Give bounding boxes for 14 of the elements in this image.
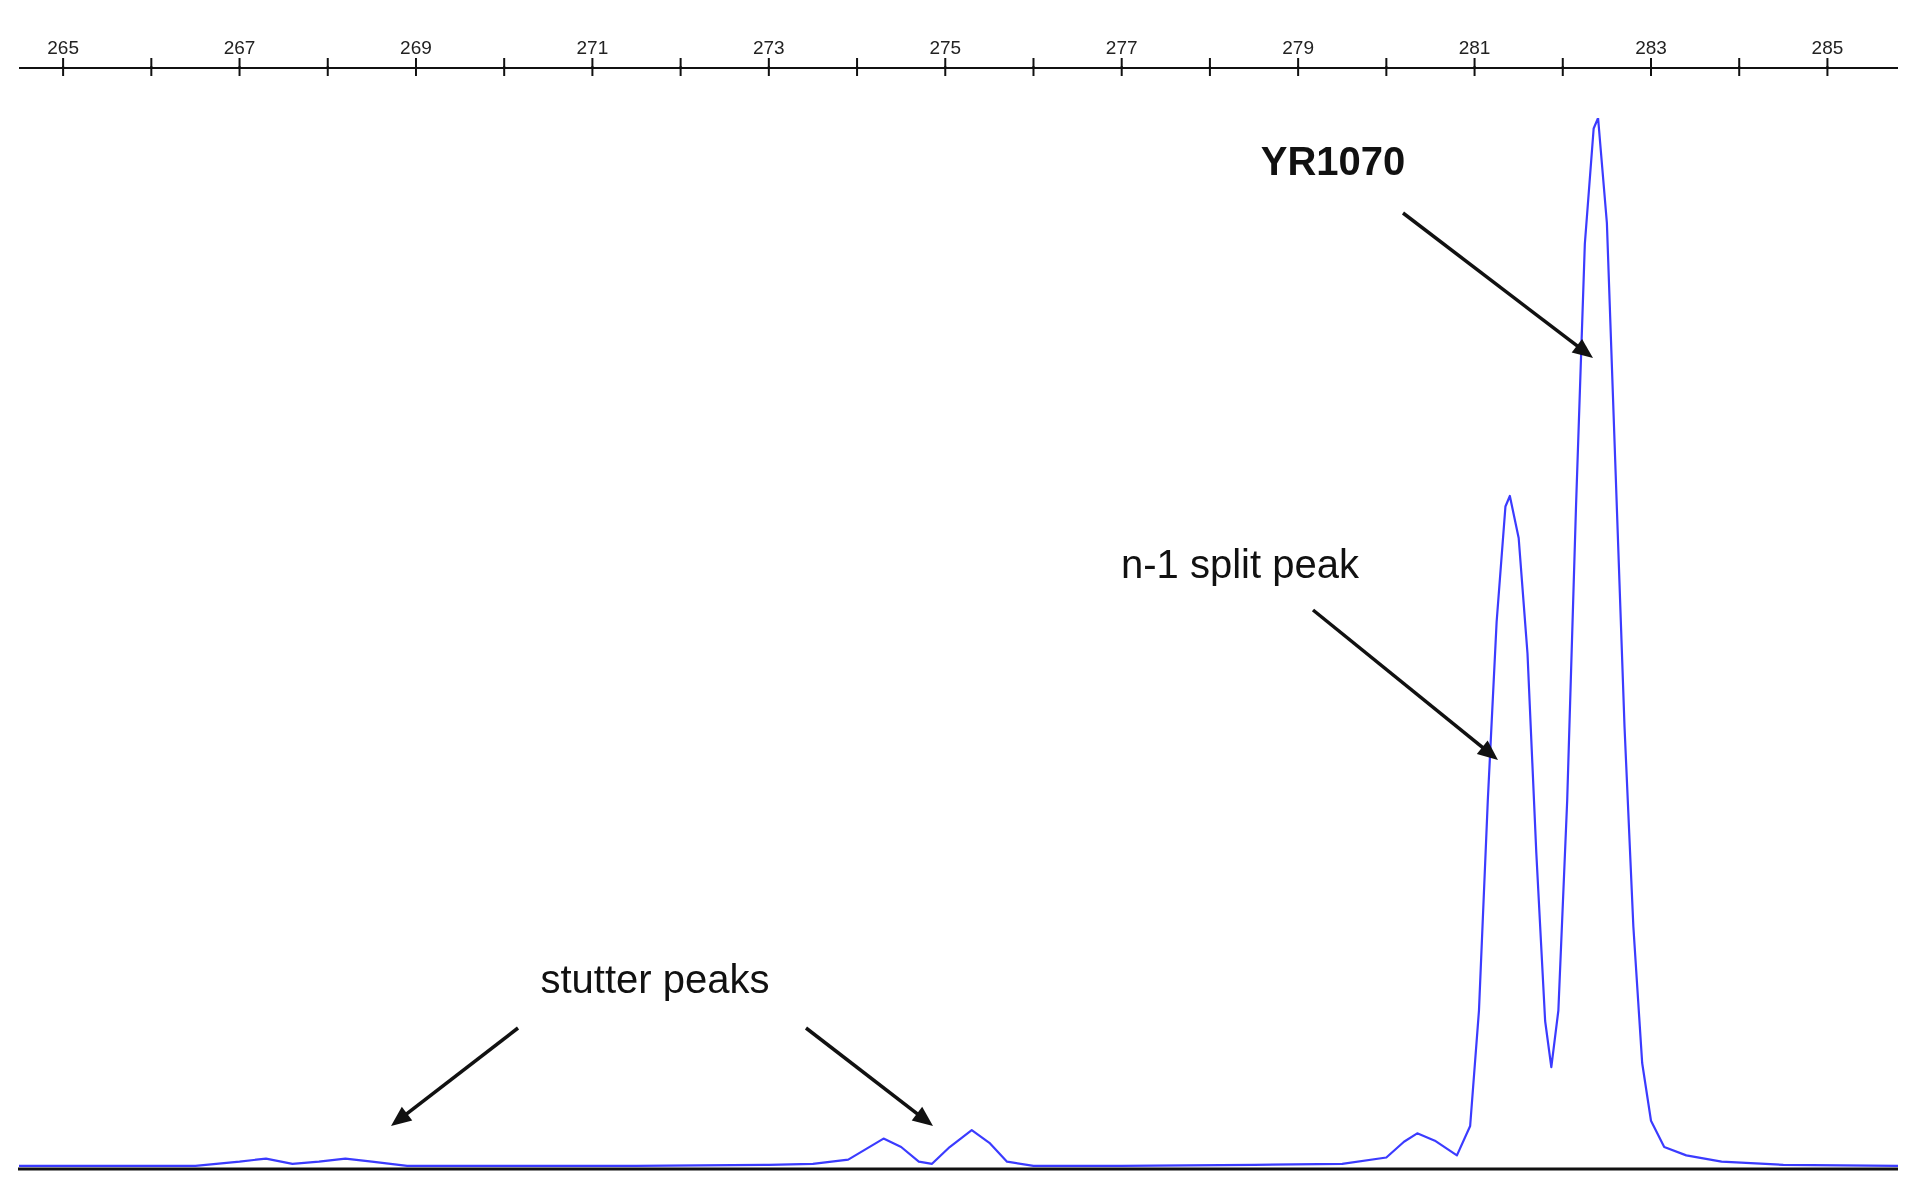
x-tick-label: 269 xyxy=(400,37,432,58)
x-tick-label: 275 xyxy=(929,37,962,58)
annotation: stutter peaks xyxy=(540,957,770,1001)
x-tick-label: 285 xyxy=(1811,37,1844,58)
x-tick-label: 281 xyxy=(1458,37,1491,58)
x-tick-label: 273 xyxy=(752,37,785,58)
x-tick-label: 279 xyxy=(1282,37,1314,58)
x-tick-label: 265 xyxy=(47,37,79,58)
x-tick-label: 283 xyxy=(1635,37,1667,58)
x-tick-label: 267 xyxy=(223,37,256,58)
x-tick-label: 277 xyxy=(1105,37,1138,58)
x-tick-label: 271 xyxy=(576,37,609,58)
annotation: YR1070 xyxy=(1260,139,1406,183)
annotation: n-1 split peak xyxy=(1121,542,1360,586)
